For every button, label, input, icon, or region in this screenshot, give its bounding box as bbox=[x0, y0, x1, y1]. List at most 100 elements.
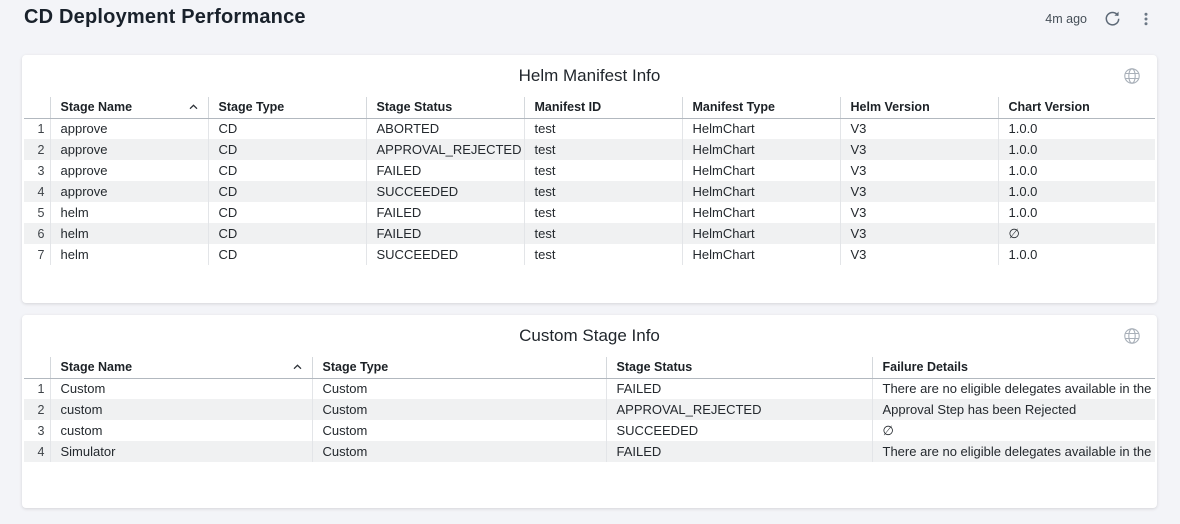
panel-helm-manifest-info: Helm Manifest Info Stage Name Stage Type bbox=[22, 55, 1157, 303]
table-cell: test bbox=[524, 202, 683, 223]
table-cell: HelmChart bbox=[682, 139, 841, 160]
column-header-manifest-id[interactable]: Manifest ID bbox=[524, 97, 683, 119]
table-cell: FAILED bbox=[606, 441, 873, 462]
globe-icon bbox=[1124, 68, 1140, 84]
table-cell: approve bbox=[50, 139, 209, 160]
row-number-header bbox=[24, 97, 51, 119]
null-value-cell: ∅ bbox=[1008, 225, 1020, 241]
table-cell: test bbox=[524, 118, 683, 139]
table-cell: test bbox=[524, 139, 683, 160]
row-number: 2 bbox=[24, 139, 51, 160]
table-row: 5 helm CD FAILED test HelmChart V3 1.0.0 bbox=[24, 202, 1155, 223]
row-number: 1 bbox=[24, 118, 51, 139]
table-cell: CD bbox=[208, 118, 367, 139]
table-cell: FAILED bbox=[366, 202, 525, 223]
table-cell: Custom bbox=[312, 441, 607, 462]
table-cell: helm bbox=[50, 244, 209, 265]
panel-title: Custom Stage Info bbox=[519, 326, 660, 345]
globe-button[interactable] bbox=[1123, 67, 1141, 88]
table-cell: SUCCEEDED bbox=[366, 181, 525, 202]
table-cell: FAILED bbox=[366, 223, 525, 244]
table-cell: CD bbox=[208, 223, 367, 244]
column-header-manifest-type[interactable]: Manifest Type bbox=[682, 97, 841, 119]
column-header-failure-details[interactable]: Failure Details bbox=[872, 357, 1155, 379]
table-cell: SUCCEEDED bbox=[366, 244, 525, 265]
row-number: 5 bbox=[24, 202, 51, 223]
table-cell: custom bbox=[50, 420, 313, 441]
column-header-stage-name[interactable]: Stage Name bbox=[50, 357, 313, 379]
table-header-row: Stage Name Stage Type Stage Status Failu… bbox=[24, 357, 1155, 379]
dashboard-header: CD Deployment Performance 4m ago bbox=[0, 0, 1180, 42]
table-row: 4 approve CD SUCCEEDED test HelmChart V3… bbox=[24, 181, 1155, 202]
table-cell: Custom bbox=[312, 378, 607, 399]
table-cell: V3 bbox=[840, 244, 999, 265]
table-cell: V3 bbox=[840, 160, 999, 181]
row-number: 3 bbox=[24, 420, 51, 441]
row-number-header bbox=[24, 357, 51, 379]
globe-button[interactable] bbox=[1123, 327, 1141, 348]
page-title: CD Deployment Performance bbox=[24, 6, 306, 28]
last-refresh-label: 4m ago bbox=[1045, 11, 1087, 26]
table-cell: helm bbox=[50, 223, 209, 244]
table-cell: 1.0.0 bbox=[1008, 184, 1038, 199]
table-row: 3 approve CD FAILED test HelmChart V3 1.… bbox=[24, 160, 1155, 181]
table-cell: FAILED bbox=[366, 160, 525, 181]
column-header-chart-version[interactable]: Chart Version bbox=[998, 97, 1155, 119]
table-row: 3 custom Custom SUCCEEDED ∅ bbox=[24, 420, 1155, 441]
row-number: 7 bbox=[24, 244, 51, 265]
table-cell: Custom bbox=[312, 399, 607, 420]
table-row: 4 Simulator Custom FAILED There are no e… bbox=[24, 441, 1155, 462]
helm-manifest-table: Stage Name Stage Type Stage Status Manif… bbox=[24, 97, 1155, 265]
table-cell: test bbox=[524, 244, 683, 265]
table-cell: test bbox=[524, 223, 683, 244]
column-header-stage-status[interactable]: Stage Status bbox=[606, 357, 873, 379]
column-header-stage-type[interactable]: Stage Type bbox=[312, 357, 607, 379]
column-header-stage-status[interactable]: Stage Status bbox=[366, 97, 525, 119]
table-cell: 1.0.0 bbox=[1008, 205, 1038, 220]
globe-icon bbox=[1124, 328, 1140, 344]
table-cell: Approval Step has been Rejected bbox=[882, 402, 1077, 417]
chevron-up-icon bbox=[293, 364, 301, 370]
null-value-cell: ∅ bbox=[882, 422, 894, 438]
row-number: 3 bbox=[24, 160, 51, 181]
panel-custom-stage-info: Custom Stage Info Stage Name Stage Type … bbox=[22, 315, 1157, 508]
table-cell: approve bbox=[50, 118, 209, 139]
table-cell: SUCCEEDED bbox=[606, 420, 873, 441]
row-number: 2 bbox=[24, 399, 51, 420]
table-cell: Custom bbox=[50, 378, 313, 399]
table-cell: FAILED bbox=[606, 378, 873, 399]
table-cell: test bbox=[524, 160, 683, 181]
refresh-button[interactable] bbox=[1104, 10, 1121, 27]
panel-menu-button[interactable] bbox=[1138, 11, 1154, 27]
table-cell: V3 bbox=[840, 202, 999, 223]
row-number: 6 bbox=[24, 223, 51, 244]
table-cell: 1.0.0 bbox=[1008, 121, 1038, 137]
table-cell: test bbox=[524, 181, 683, 202]
table-row: 7 helm CD SUCCEEDED test HelmChart V3 1.… bbox=[24, 244, 1155, 265]
table-cell: HelmChart bbox=[682, 181, 841, 202]
row-number: 1 bbox=[24, 378, 51, 399]
row-number: 4 bbox=[24, 441, 51, 462]
table-cell: There are no eligible delegates availabl… bbox=[882, 381, 1156, 397]
table-cell: approve bbox=[50, 160, 209, 181]
table-cell: Simulator bbox=[50, 441, 313, 462]
column-header-helm-version[interactable]: Helm Version bbox=[840, 97, 999, 119]
table-cell: HelmChart bbox=[682, 244, 841, 265]
table-cell: CD bbox=[208, 244, 367, 265]
table-cell: custom bbox=[50, 399, 313, 420]
table-cell: V3 bbox=[840, 223, 999, 244]
table-cell: approve bbox=[50, 181, 209, 202]
table-cell: 1.0.0 bbox=[1008, 142, 1038, 157]
column-header-stage-type[interactable]: Stage Type bbox=[208, 97, 367, 119]
header-controls: 4m ago bbox=[1045, 10, 1154, 27]
table-cell: CD bbox=[208, 139, 367, 160]
table-cell: HelmChart bbox=[682, 223, 841, 244]
column-header-stage-name[interactable]: Stage Name bbox=[50, 97, 209, 119]
table-cell: 1.0.0 bbox=[1008, 247, 1038, 262]
custom-stage-table: Stage Name Stage Type Stage Status Failu… bbox=[24, 357, 1155, 462]
panel-title: Helm Manifest Info bbox=[518, 66, 661, 85]
table-cell: V3 bbox=[840, 118, 999, 139]
table-row: 2 approve CD APPROVAL_REJECTED test Helm… bbox=[24, 139, 1155, 160]
row-number: 4 bbox=[24, 181, 51, 202]
table-cell: V3 bbox=[840, 139, 999, 160]
